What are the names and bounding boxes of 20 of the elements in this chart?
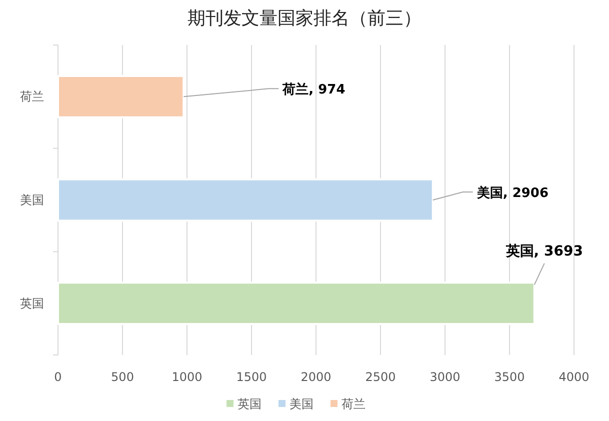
x-tick-label: 3000 — [430, 370, 460, 384]
data-label: 荷兰, 974 — [282, 82, 346, 98]
data-label: 美国, 2906 — [476, 185, 549, 201]
x-tick-label: 1000 — [172, 370, 202, 384]
x-tick-label: 2000 — [300, 370, 332, 384]
y-tick-label: 英国 — [20, 296, 44, 310]
x-tick-label: 4000 — [558, 370, 590, 384]
x-tick-label: 500 — [111, 370, 134, 384]
legend-label: 美国 — [290, 397, 314, 411]
chart-title: 期刊发文量国家排名（前三） — [188, 8, 422, 29]
y-tick-label: 荷兰 — [20, 90, 44, 104]
x-tick-label: 1500 — [236, 370, 267, 384]
x-tick-label: 2500 — [365, 370, 396, 384]
legend-label: 荷兰 — [342, 397, 366, 411]
x-tick-label: 0 — [54, 370, 62, 384]
legend: 英国 美国 荷兰 — [226, 397, 366, 411]
y-tick-label: 美国 — [20, 193, 44, 207]
legend-label: 英国 — [238, 397, 262, 411]
data-label: 英国, 3693 — [504, 243, 583, 260]
x-tick-label: 3500 — [494, 370, 525, 384]
